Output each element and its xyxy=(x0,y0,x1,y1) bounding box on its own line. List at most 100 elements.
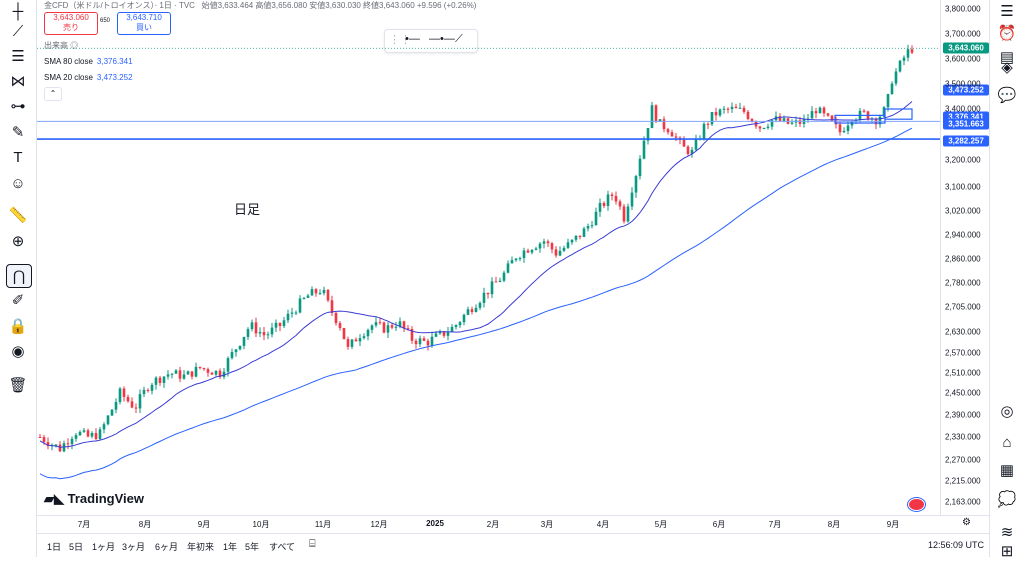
watchlist-icon[interactable]: ☰ xyxy=(1000,3,1014,20)
range-1y[interactable]: 1年 xyxy=(223,542,238,552)
range-box[interactable] xyxy=(884,108,913,120)
candle-body xyxy=(330,300,334,313)
eye-icon[interactable]: ◎ xyxy=(70,41,79,50)
zoom-in-icon[interactable]: ⊕ xyxy=(11,233,25,250)
extended-line-icon[interactable]: —•— xyxy=(429,33,455,45)
time-label: 12月 xyxy=(370,520,388,529)
candle-body xyxy=(522,250,526,259)
range-1d[interactable]: 1日 xyxy=(47,542,62,552)
candle-body xyxy=(38,437,42,438)
candle-body xyxy=(682,139,686,147)
price-label: 3,400.000 xyxy=(945,104,981,114)
ray-line-icon[interactable]: •— xyxy=(405,33,420,45)
price-label: 2,390.000 xyxy=(945,410,981,420)
candle-body xyxy=(574,235,578,240)
idea-icon[interactable]: ⌂ xyxy=(1002,433,1012,451)
range-all[interactable]: すべて xyxy=(269,542,296,552)
range-ytd[interactable]: 年初来 xyxy=(187,542,215,552)
magnet-icon[interactable]: ⋂ xyxy=(6,264,32,288)
candle-body xyxy=(798,120,802,124)
calendar-icon[interactable]: ▦ xyxy=(999,462,1015,479)
layers-icon[interactable]: ◈ xyxy=(1001,59,1013,76)
price-label: 2,330.000 xyxy=(945,432,981,442)
crosshair-icon[interactable]: ┼ xyxy=(12,2,24,20)
sell-button[interactable]: 3,643.060 売り xyxy=(44,12,98,35)
buy-button[interactable]: 3,643.710 買い xyxy=(117,12,171,35)
candle-body xyxy=(642,140,646,159)
sma20-legend[interactable]: SMA 20 close 3,473.252 xyxy=(44,73,133,82)
candle-body xyxy=(702,123,706,139)
candle-body xyxy=(414,340,418,345)
candle-body xyxy=(274,322,278,328)
candle-body xyxy=(158,377,162,383)
us-flag-icon[interactable] xyxy=(908,498,925,511)
candle-body xyxy=(854,119,858,122)
range-1m[interactable]: 1ヶ月 xyxy=(92,542,116,552)
price-label: 2,270.000 xyxy=(945,455,981,465)
price-label: 3,500.000 xyxy=(945,79,981,89)
time-axis[interactable]: 7月 8月 9月 10月 11月 12月 2025 2月 3月 4月 5月 6月 7月 8月 9月 xyxy=(37,515,990,534)
chat-icon[interactable]: 💬 xyxy=(997,87,1017,104)
lock-draw-icon[interactable]: ✐ xyxy=(11,292,25,309)
candle-body xyxy=(578,235,582,237)
chart-pane[interactable] xyxy=(37,0,940,515)
projection-icon[interactable]: ⊶ xyxy=(10,98,26,115)
apps-icon[interactable]: ⊞ xyxy=(1000,543,1014,560)
candle-body xyxy=(654,105,658,122)
range-3m[interactable]: 3ヶ月 xyxy=(122,542,146,552)
left-toolbar: ┼ ⟋ ☰ ⋈ ⊶ ✎ T ☺ 📏 ⊕ ⋂ ✐ 🔒 ◉ 🗑 xyxy=(0,0,37,557)
range-5y[interactable]: 5年 xyxy=(245,542,260,552)
candle-body xyxy=(758,126,762,129)
candle-body xyxy=(134,407,138,409)
chart-note[interactable]: 日足 xyxy=(234,202,261,217)
candle-body xyxy=(378,322,382,324)
trend-line-icon[interactable]: ⟋ xyxy=(455,33,463,45)
emoji-icon[interactable]: ☺ xyxy=(10,174,26,192)
range-5d[interactable]: 5日 xyxy=(69,542,84,552)
drag-handle-icon[interactable]: ⋮⋮ xyxy=(389,34,411,46)
sma80-legend[interactable]: SMA 80 close 3,376.341 xyxy=(44,57,133,66)
text-icon[interactable]: T xyxy=(13,148,23,166)
ruler-icon[interactable]: 📏 xyxy=(8,207,28,224)
volume-legend[interactable]: 出来高 ◎ xyxy=(44,41,79,50)
pattern-icon[interactable]: ⋈ xyxy=(10,73,26,90)
lock-icon[interactable]: 🔒 xyxy=(8,318,28,335)
candle-body xyxy=(230,352,234,359)
alert-icon[interactable]: ⏰ xyxy=(997,25,1017,42)
collapse-legend-button[interactable]: ⌃ xyxy=(44,87,62,101)
candle-body xyxy=(138,394,142,409)
goto-date-icon[interactable]: ⌸ xyxy=(309,538,316,550)
bubble-icon[interactable]: 💭 xyxy=(997,491,1017,508)
buy-label: 買い xyxy=(136,23,152,32)
broadcast-icon[interactable]: ≋ xyxy=(1000,524,1014,541)
eye-icon[interactable]: ◉ xyxy=(11,343,25,360)
candle-body xyxy=(618,201,622,207)
symbol-header[interactable]: 金CFD（米ドル/トロイオンス）· 1日 · TVC 始値3,633.464 高… xyxy=(44,1,477,10)
candle-body xyxy=(674,136,678,138)
price-label: 3,200.000 xyxy=(945,155,981,165)
trash-icon[interactable]: 🗑 xyxy=(8,377,28,394)
candle-body xyxy=(78,431,82,436)
candle-body xyxy=(278,322,282,326)
candlestick-chart[interactable] xyxy=(37,0,940,515)
candle-body xyxy=(510,260,514,264)
candle-body xyxy=(398,321,402,327)
candle-body xyxy=(474,307,478,312)
brush-icon[interactable]: ✎ xyxy=(11,124,25,141)
candle-body xyxy=(70,438,74,445)
sma80-line[interactable] xyxy=(39,127,913,480)
candle-body xyxy=(358,338,362,342)
price-axis[interactable]: 3,643.060 3,473.252 3,376.341 3,351.663 … xyxy=(940,0,991,515)
candle-body xyxy=(566,242,570,248)
fib-icon[interactable]: ☰ xyxy=(11,48,25,65)
sma20-line[interactable] xyxy=(39,101,913,448)
candle-body xyxy=(226,358,230,372)
candle-body xyxy=(150,384,154,391)
trend-line-icon[interactable]: ⟋ xyxy=(12,22,24,40)
target-icon[interactable]: ◎ xyxy=(1000,403,1014,420)
datawindow-icon[interactable]: ▤ xyxy=(999,49,1015,66)
axis-settings-icon[interactable]: ⚙ xyxy=(962,517,971,528)
candle-body xyxy=(478,302,482,308)
range-6m[interactable]: 6ヶ月 xyxy=(155,542,179,552)
candle-body xyxy=(110,409,114,416)
